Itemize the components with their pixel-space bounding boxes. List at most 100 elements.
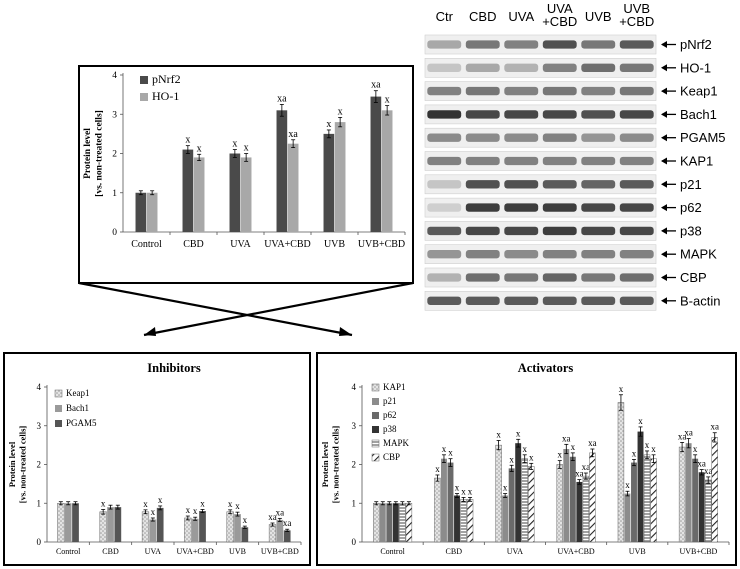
blot-band [465,86,500,96]
bar-p62-cbd [447,462,454,542]
bar-p21-uva-cbd [563,449,570,542]
blot-band [504,296,539,305]
significance-label: x [197,143,202,154]
bar-p38-control [392,503,399,542]
blot-strip-pgam5 [424,127,657,148]
blot-lane-label-ctr: Ctr [436,9,454,24]
bar-mapk-uva-cbd [582,475,590,543]
bar-mapk-cbd [460,499,467,543]
blot-protein-label-pnrf2: pNrf2 [680,37,712,52]
blot-lane-label-line: CBD [469,9,496,24]
significance-label: x [651,444,656,454]
significance-label: x [503,483,508,493]
arrow-left-icon [661,41,667,48]
blot-band [542,250,577,259]
significance-label: x [558,450,563,460]
bar-p62-uva [508,468,515,542]
arrow-left-icon [661,110,667,118]
arrow-left-icon [661,204,667,212]
blot-band [619,63,654,72]
x-category-label-uvb: UVB [324,239,345,250]
bar-pnrf2-uvb [323,133,335,232]
bar-p62-uva-cbd [569,456,576,542]
blot-band [542,226,577,236]
blot-band [581,156,616,166]
legend-label-pgam5: PGAM5 [66,418,97,428]
blot-band [581,40,616,49]
significance-label: x [516,428,521,438]
bar-ho-1-uvb-cbd [381,110,393,232]
blot-band [465,63,500,72]
legend-label-p38: p38 [383,424,397,434]
blot-band [504,226,539,236]
blot-band [504,40,539,49]
x-category-label-uvb-cbd: UVB+CBD [679,547,717,556]
blot-protein-label-cbp: CBP [680,270,707,285]
significance-label: x [385,95,390,106]
blot-band [581,273,616,282]
significance-label: xa [697,459,706,469]
x-category-label-control: Control [56,547,81,556]
significance-label: xa [575,469,584,479]
legend-swatch-p38 [372,426,379,433]
bar-cbp-uvb [650,458,657,543]
blot-protein-label-p38: p38 [680,223,702,238]
blot-strip-kap1 [424,151,657,171]
y-tick-label: 1 [112,189,117,199]
significance-label: x [435,464,440,474]
y-tick-label: 1 [352,498,357,508]
bar-kap1-control [373,503,380,543]
blot-lane-label-line: +CBD [542,14,577,29]
bar-keap1-uvb [226,511,234,543]
bar-p62-uvb [631,462,637,542]
significance-label: x [338,106,343,117]
bar-p21-uva [502,495,509,542]
blot-band [504,133,539,142]
arrow-left-icon [661,274,667,281]
significance-label: x [193,506,198,516]
bar-keap1-uva-cbd [184,517,192,543]
bar-bach1-cbd [107,507,114,542]
blot-band [465,250,500,259]
blot-band [504,63,539,72]
blot-strip-p38 [424,221,657,241]
y-axis-label: [vs. non-treated cells] [95,110,105,197]
blot-band [465,226,500,236]
bar-p62-uvb-cbd [692,458,699,542]
y-tick-label: 0 [352,537,357,547]
bar-cbp-uva-cbd [589,452,596,543]
blot-protein-label-p21: p21 [680,177,702,192]
bar-pgam5-cbd [114,507,122,542]
legend-swatch-p21 [372,398,379,405]
y-tick-label: 4 [352,382,357,392]
bar-kap1-uvb [617,402,625,543]
significance-label: xa [710,422,719,432]
y-tick-label: 0 [37,537,42,547]
blot-band [504,203,539,212]
y-tick-label: 2 [112,150,117,160]
bar-p38-cbd [454,495,460,542]
significance-label: xa [588,438,597,448]
blot-band [465,296,500,305]
blot-band [542,296,577,305]
blot-band [542,110,577,119]
zoom-connector [78,281,414,337]
blot-band [504,86,539,96]
bar-kap1-uva-cbd [556,464,563,543]
arrow-left-icon [661,87,667,95]
significance-label: x [461,486,466,496]
bar-p38-uvb-cbd [698,472,705,542]
blot-band [542,156,577,166]
bar-pgam5-uvb-cbd [283,530,291,542]
bar-pgam5-uvb [241,527,249,542]
bar-ho-1-uvb [334,122,346,232]
significance-label: xa [276,507,285,517]
bar-bach1-uva [149,519,157,542]
bar-cbp-cbd [466,499,474,543]
blot-band [427,63,462,72]
x-category-label-uvb-cbd: UVB+CBD [261,547,299,556]
significance-label: x [243,515,248,525]
x-category-label-uva: UVA [145,547,162,556]
blot-band [427,273,462,282]
